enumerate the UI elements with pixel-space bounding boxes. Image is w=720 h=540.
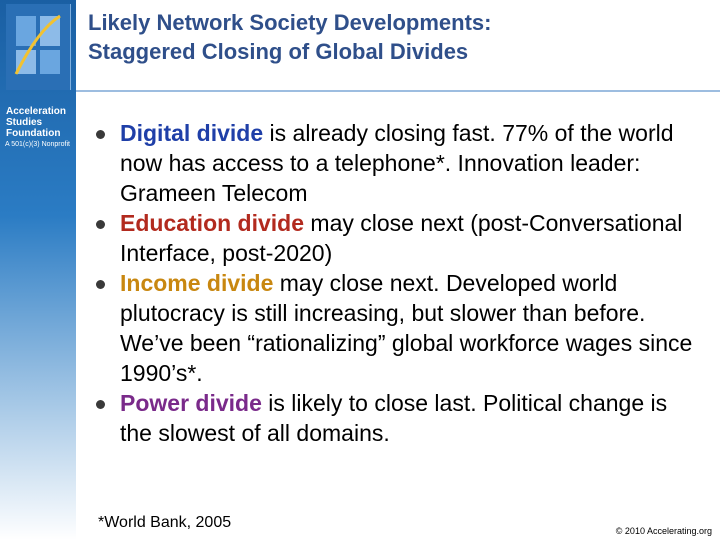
bullet-text: may close next (post-Conversational Inte… (120, 210, 683, 266)
org-tagline: A 501(c)(3) Nonprofit (5, 141, 70, 148)
foundation-logo-icon (14, 14, 61, 75)
bullet-list: Digital divide is already closing fast. … (96, 118, 696, 448)
bullet-item-education: Education divide may close next (post-Co… (96, 208, 696, 268)
footnote: *World Bank, 2005 (98, 514, 232, 531)
title-line-2: Staggered Closing of Global Divides (88, 39, 469, 64)
title-line-1: Likely Network Society Developments: (88, 10, 492, 35)
bullet-dot-icon (96, 130, 105, 139)
bullet-text: is already closing fast. 77% of the worl… (120, 120, 674, 206)
bullet-item-income: Income divide may close next. Developed … (96, 268, 696, 388)
bullet-item-power: Power divide is likely to close last. Po… (96, 388, 696, 448)
header-divider (76, 90, 720, 92)
bullet-text: may close next. Developed world plutocra… (120, 270, 693, 386)
foundation-logo (6, 4, 71, 90)
bullet-text: is likely to close last. Political chang… (120, 390, 668, 446)
bullet-dot-icon (96, 220, 105, 229)
sidebar: Acceleration Studies Foundation A 501(c)… (0, 0, 76, 540)
bullet-dot-icon (96, 280, 105, 289)
copyright-notice: © 2010 Accelerating.org (615, 526, 712, 536)
bullet-keyword: Digital divide (120, 120, 264, 146)
bullet-keyword: Education divide (120, 210, 305, 236)
bullet-dot-icon (96, 400, 105, 409)
org-name: Acceleration Studies Foundation (6, 106, 67, 139)
bullet-item-digital: Digital divide is already closing fast. … (96, 118, 696, 208)
bullet-keyword: Power divide (120, 390, 262, 416)
bullet-keyword: Income divide (120, 270, 274, 296)
page-title: Likely Network Society Developments: Sta… (88, 8, 708, 66)
